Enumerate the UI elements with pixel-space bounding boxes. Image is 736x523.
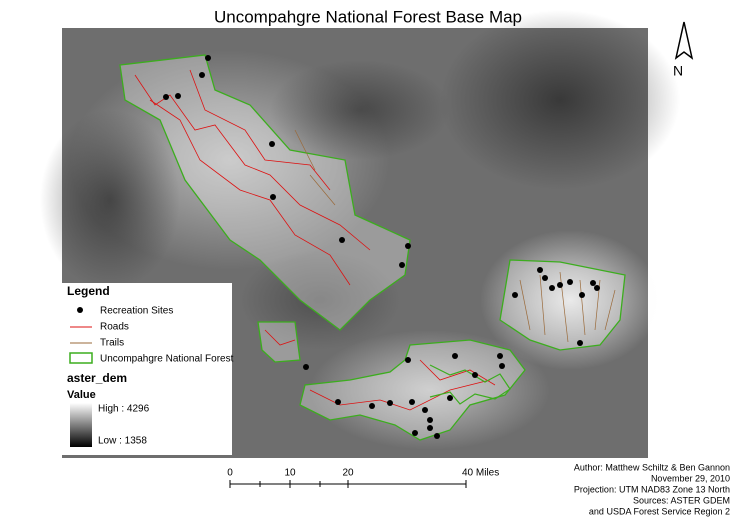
credit-line: Sources: ASTER GDEM — [633, 495, 730, 505]
legend-forest-symbol — [69, 352, 93, 364]
north-arrow: N — [673, 21, 694, 79]
credit-line: Author: Matthew Schiltz & Ben Gannon — [574, 462, 730, 472]
roads — [134, 69, 496, 411]
map-frame — [40, 10, 680, 458]
recreation-site — [447, 395, 453, 401]
north-label: N — [673, 63, 683, 79]
legend-site-symbol — [77, 307, 83, 313]
recreation-site — [549, 285, 555, 291]
recreation-site — [303, 364, 309, 370]
recreation-site — [412, 430, 418, 436]
recreation-site — [579, 292, 585, 298]
dem-ramp — [70, 403, 92, 447]
recreation-site — [422, 407, 428, 413]
recreation-site — [399, 262, 405, 268]
recreation-site — [594, 285, 600, 291]
recreation-site — [512, 292, 518, 298]
scale-bar: 0 10 20 40 Miles — [227, 468, 499, 488]
recreation-site — [557, 282, 563, 288]
recreation-site — [499, 363, 505, 369]
recreation-site — [427, 417, 433, 423]
recreation-sites — [163, 55, 600, 439]
credit-line: Projection: UTM NAD83 Zone 13 North — [574, 484, 730, 494]
recreation-site — [205, 55, 211, 61]
recreation-site — [405, 243, 411, 249]
recreation-site — [409, 399, 415, 405]
scale-label: 40 Miles — [462, 468, 499, 479]
recreation-site — [270, 194, 276, 200]
recreation-site — [590, 280, 596, 286]
legend-item: Trails — [100, 338, 124, 349]
recreation-site — [175, 93, 181, 99]
recreation-site — [537, 267, 543, 273]
forest-detail — [429, 364, 511, 405]
recreation-site — [542, 275, 548, 281]
scale-label: 20 — [342, 468, 354, 479]
raster-field: Value — [67, 389, 96, 401]
recreation-site — [163, 94, 169, 100]
recreation-site — [567, 279, 573, 285]
legend-item: Recreation Sites — [100, 306, 173, 317]
scale-label: 10 — [284, 468, 296, 479]
recreation-site — [405, 357, 411, 363]
recreation-site — [335, 399, 341, 405]
dem-high: High : 4296 — [98, 404, 150, 415]
legend-item: Roads — [100, 322, 129, 333]
recreation-site — [497, 353, 503, 359]
map-title: Uncompahgre National Forest Base Map — [214, 7, 522, 26]
recreation-site — [577, 340, 583, 346]
scale-label: 0 — [227, 468, 233, 479]
recreation-site — [369, 403, 375, 409]
recreation-site — [199, 72, 205, 78]
recreation-site — [434, 433, 440, 439]
legend: Legend Recreation Sites Roads Trails Unc… — [62, 283, 234, 455]
trails — [294, 129, 616, 343]
credit-line: and USDA Forest Service Region 2 — [589, 506, 730, 516]
recreation-site — [452, 353, 458, 359]
credits: Author: Matthew Schiltz & Ben Gannon Nov… — [574, 462, 730, 516]
recreation-site — [339, 237, 345, 243]
recreation-site — [427, 425, 433, 431]
legend-item: Uncompahgre National Forest — [100, 354, 234, 365]
raster-name: aster_dem — [67, 371, 127, 385]
recreation-site — [387, 400, 393, 406]
recreation-site — [269, 141, 275, 147]
credit-line: November 29, 2010 — [651, 473, 730, 483]
dem-low: Low : 1358 — [98, 436, 147, 447]
recreation-site — [472, 372, 478, 378]
legend-title: Legend — [67, 284, 110, 298]
